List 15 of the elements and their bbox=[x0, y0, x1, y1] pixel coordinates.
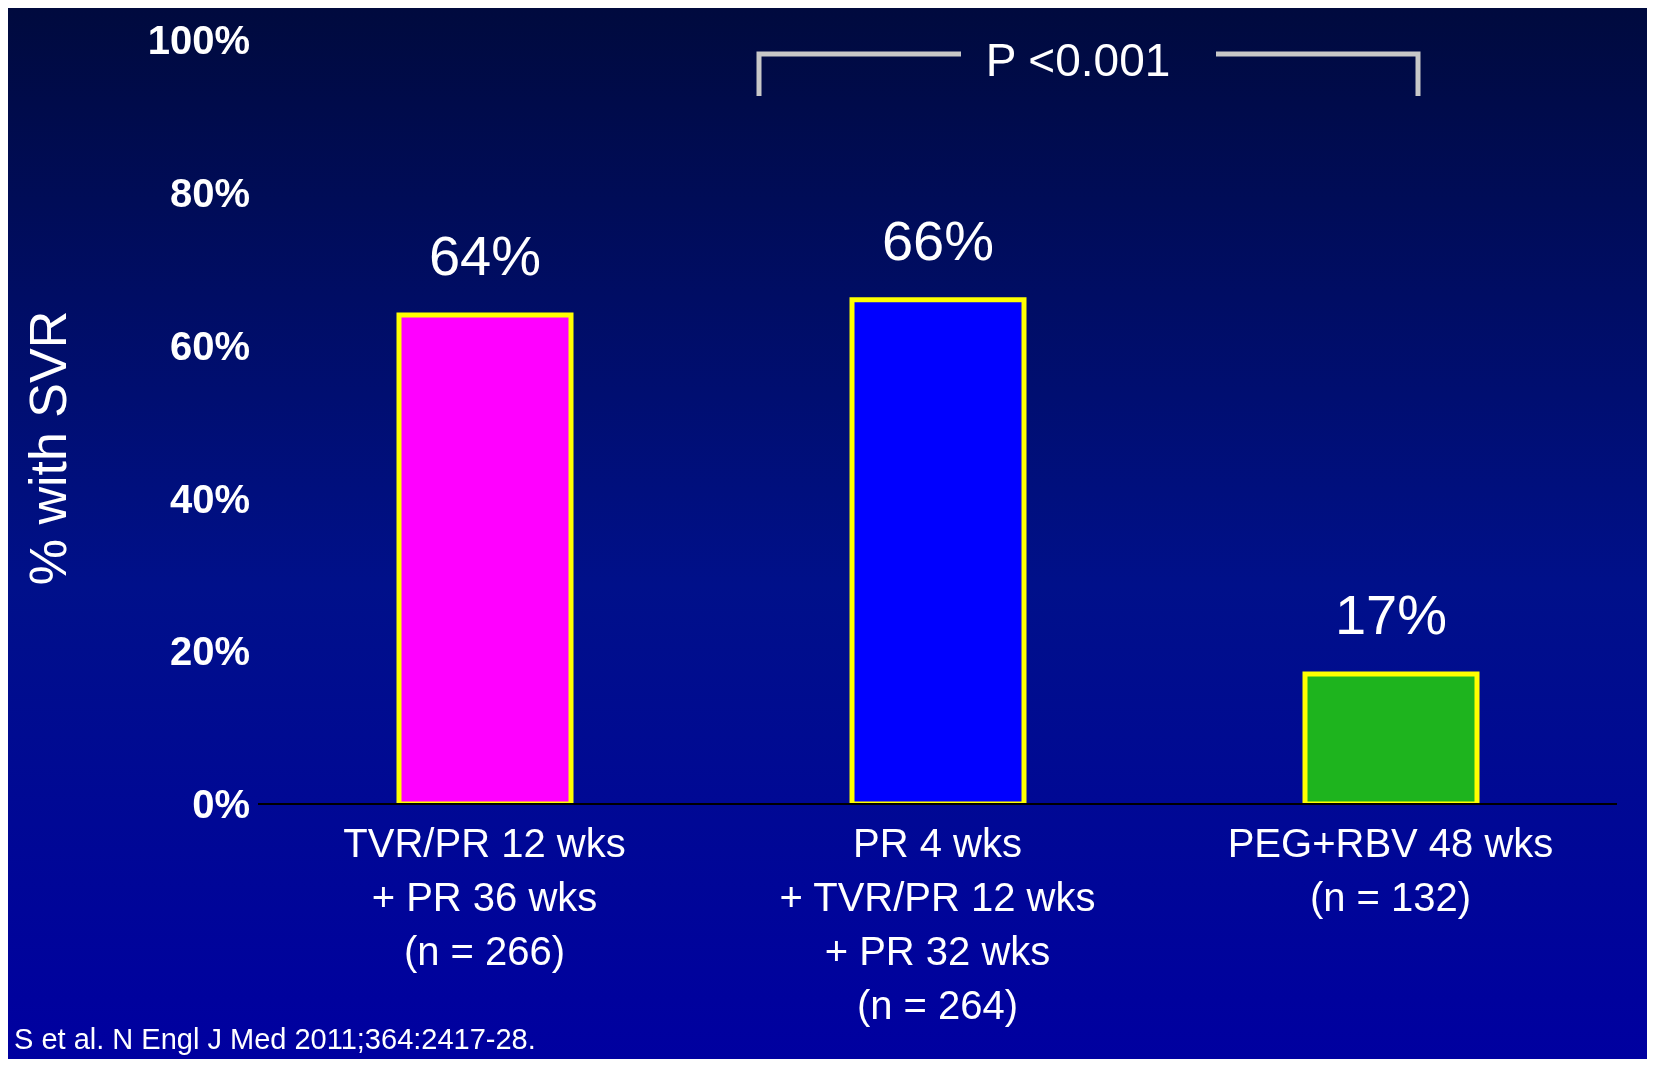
y-tick-label: 80% bbox=[169, 171, 250, 215]
y-tick-label: 20% bbox=[169, 629, 250, 674]
x-tick-label: TVR/PR 12 wks + PR 36 wks (n = 266) bbox=[343, 821, 626, 973]
y-tick-label: 100% bbox=[147, 18, 250, 63]
text: S et al. N Engl J Med 2011;364:2417-28. bbox=[14, 1023, 536, 1056]
y-tick-label: 0% bbox=[192, 782, 250, 827]
annotation: P <0.001 bbox=[985, 33, 1171, 87]
data-label: 66% bbox=[881, 208, 995, 272]
y-tick-label: 40% bbox=[169, 476, 250, 521]
y-tick-label: 60% bbox=[169, 323, 250, 368]
data-label: 64% bbox=[428, 224, 542, 288]
x-tick-label: PR 4 wks + TVR/PR 12 wks + PR 32 wks (n = 264) bbox=[779, 821, 1096, 1027]
x-tick-label: PEG+RBV 48 wks (n = 132) bbox=[1227, 821, 1554, 919]
y-axis-title: % with SVR bbox=[18, 310, 78, 586]
data-label: 17% bbox=[1334, 583, 1448, 647]
